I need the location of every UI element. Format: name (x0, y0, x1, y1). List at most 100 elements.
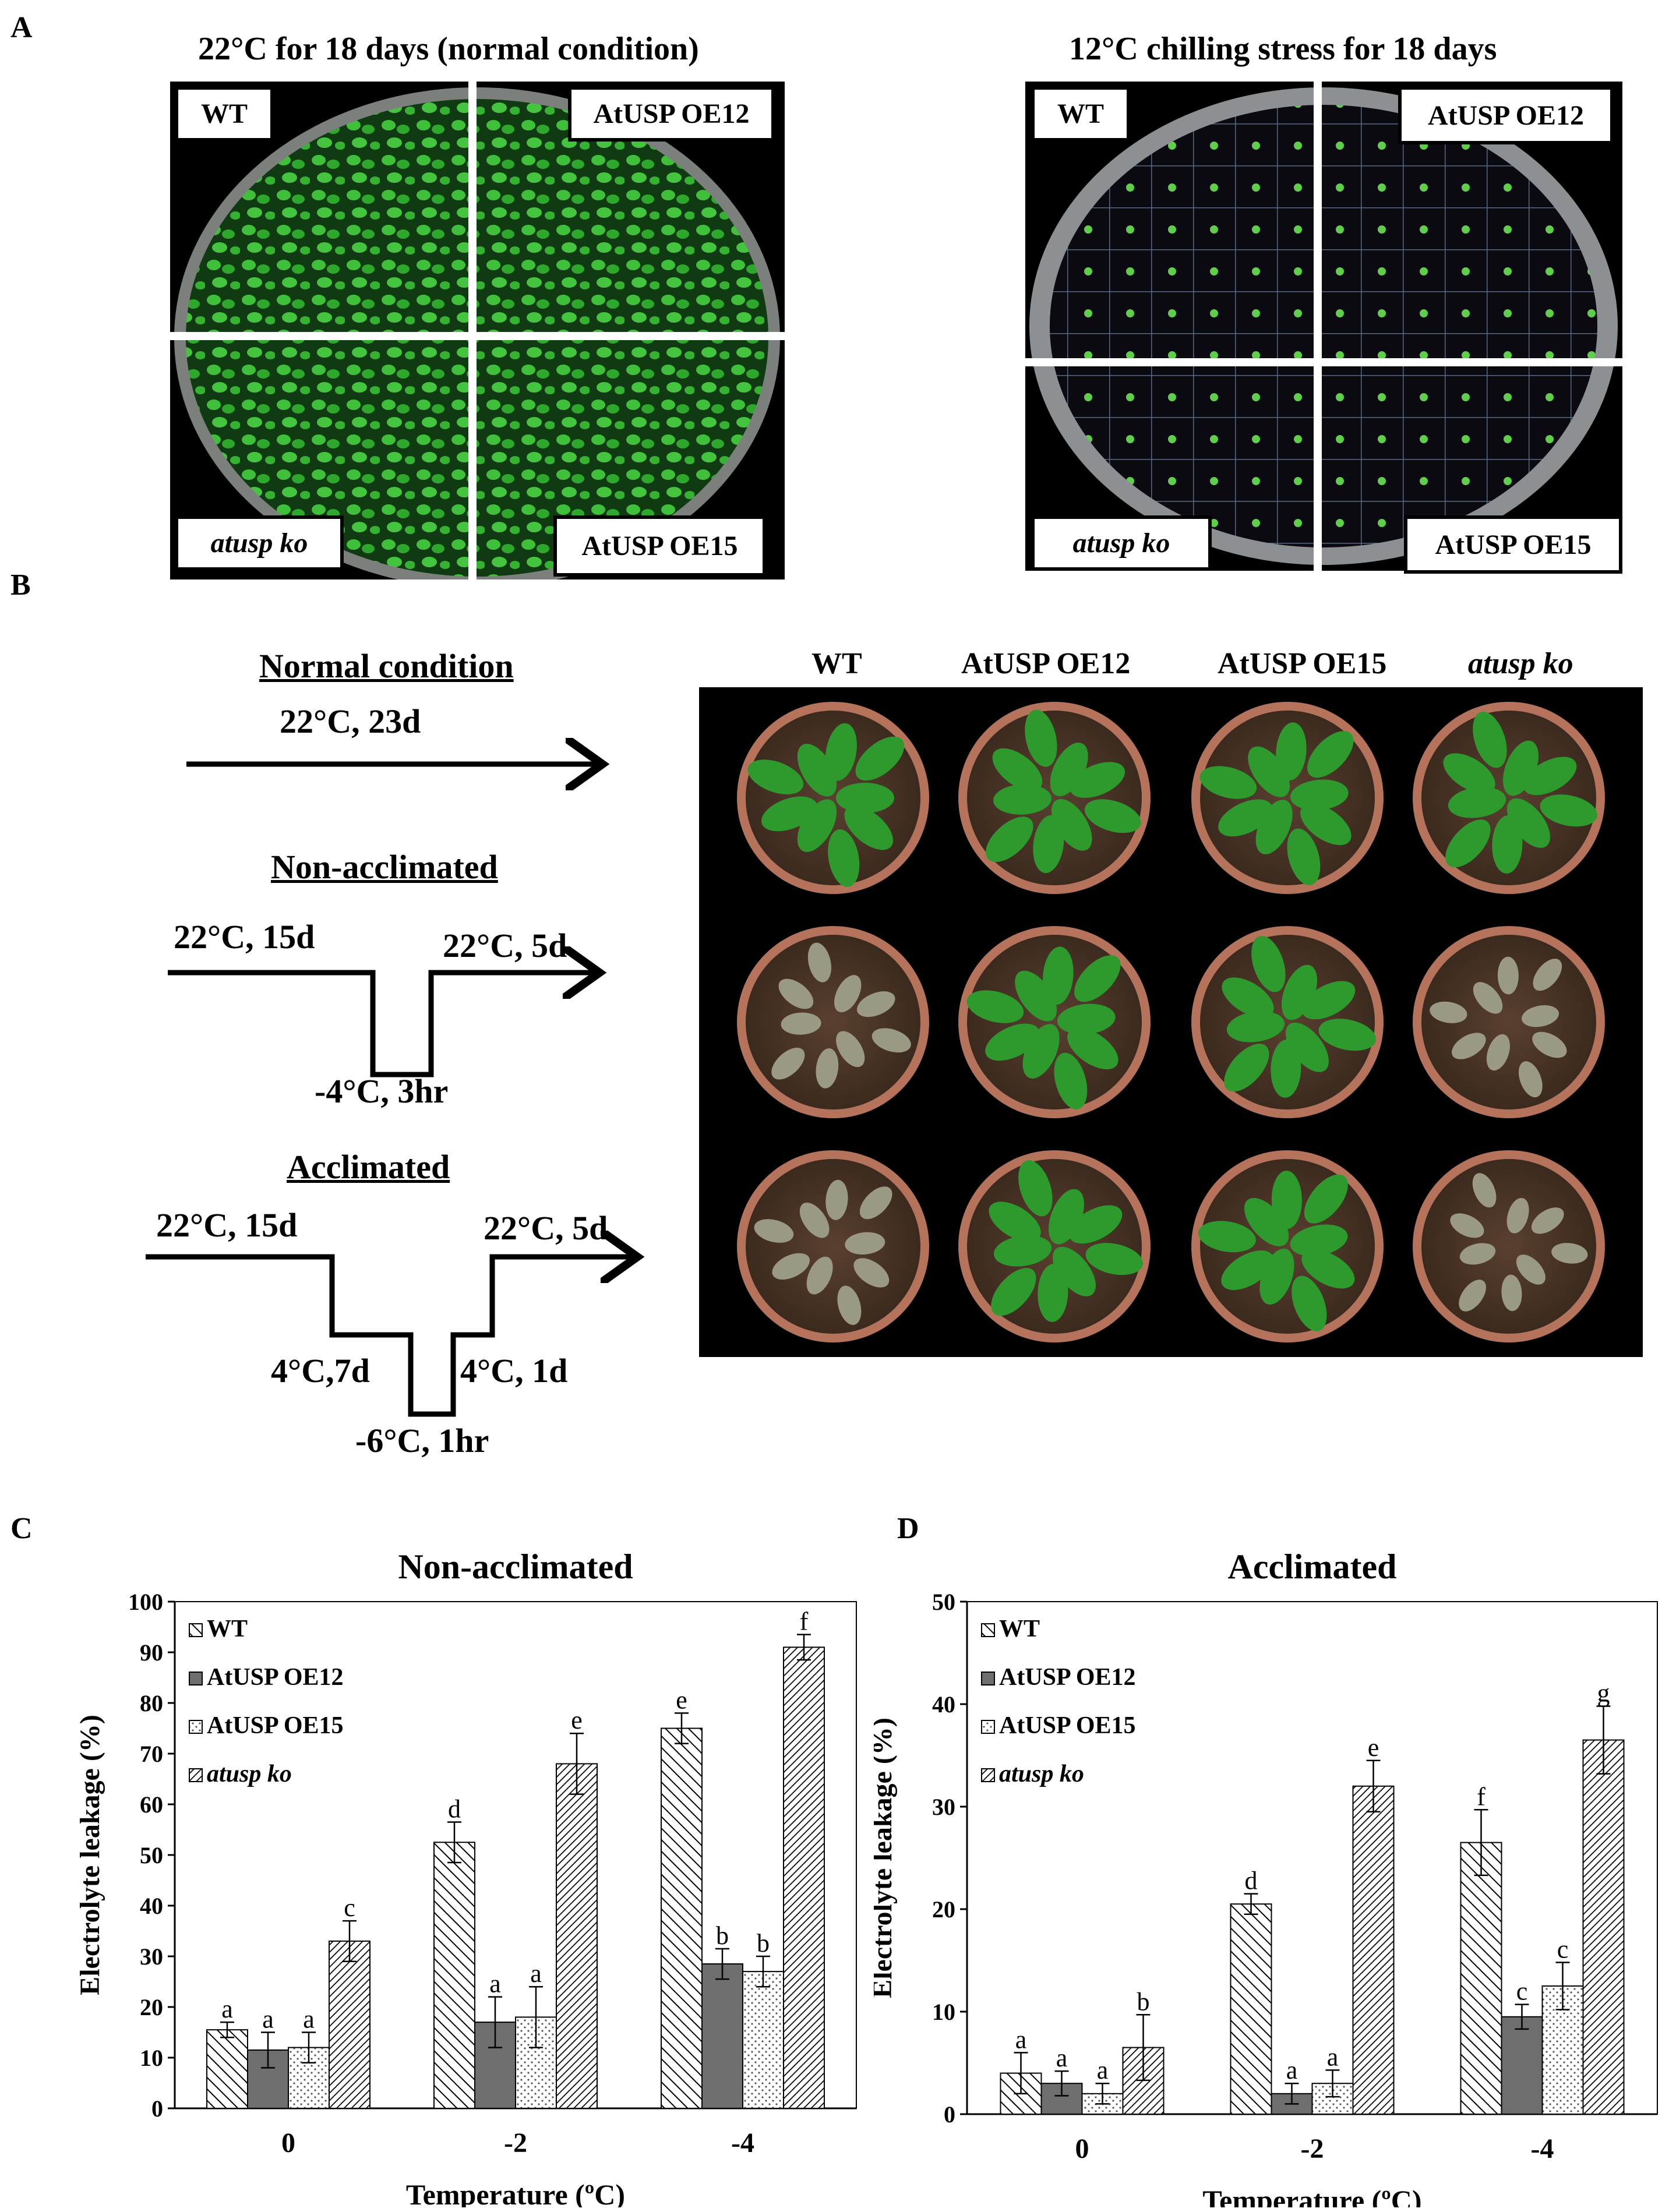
label-oe12-normal: AtUSP OE12 (568, 86, 775, 142)
bar (783, 1646, 825, 2109)
acc-start: 22°C, 15d (156, 1206, 298, 1244)
chart-d: Acclimated 0 10 20 30 40 50 Electrolyte leakage… (874, 1547, 1658, 2207)
bar (556, 1763, 598, 2109)
panel-letter-d: D (897, 1512, 919, 1545)
acc-mid2: 4°C, 1d (460, 1352, 568, 1390)
significance-letter: d (448, 1794, 461, 1823)
y-tick-label: 80 (140, 1690, 163, 1716)
y-tick-label: 30 (140, 1944, 163, 1970)
pot (1191, 1150, 1384, 1342)
y-tick-label: 60 (140, 1791, 163, 1818)
bar (661, 1727, 703, 2109)
nonacc-end: 22°C, 5d (443, 927, 567, 964)
label-oe12-chilling: AtUSP OE12 (1398, 86, 1614, 144)
x-axis-label: Temperature (ºC) (1202, 2184, 1421, 2207)
panel-letter-a: A (10, 11, 33, 44)
plate-photo-normal (170, 82, 785, 579)
y-tick-label: 90 (140, 1639, 163, 1666)
y-tick-label: 70 (140, 1741, 163, 1767)
pot (958, 702, 1151, 894)
significance-letter: c (1557, 1935, 1569, 1964)
y-axis-label: Electrolyte leakage (%) (874, 1718, 898, 1998)
x-axis-label: Temperature (ºC) (406, 2178, 625, 2207)
significance-letter: a (1327, 2043, 1339, 2071)
label-ko-normal: atusp ko (175, 515, 344, 571)
legend-swatch (981, 1672, 995, 1685)
timeline-diagram (146, 0, 699, 1417)
acc-mid1: 4°C,7d (271, 1352, 370, 1390)
significance-letter: a (1015, 2025, 1027, 2054)
label-wt-chilling: WT (1031, 86, 1130, 142)
y-tick-label: 50 (140, 1842, 163, 1868)
significance-letter: a (1286, 2056, 1298, 2084)
pot (1191, 926, 1384, 1118)
pot (737, 1150, 929, 1342)
significance-letter: e (571, 1706, 583, 1734)
label-oe15-chilling: AtUSP OE15 (1404, 515, 1622, 574)
significance-letter: a (303, 2005, 315, 2034)
significance-letter: a (489, 1970, 501, 1998)
plate-normal-graphic (170, 82, 785, 579)
nonacc-arrow (168, 973, 594, 1077)
bar (1582, 1739, 1625, 2115)
significance-letter: a (262, 2005, 274, 2034)
col-title-wt: WT (811, 647, 862, 680)
legend-label: WT (207, 1616, 248, 1642)
significance-letter: e (676, 1685, 687, 1714)
significance-letter: g (1597, 1679, 1610, 1708)
acc-end: 22°C, 5d (484, 1209, 608, 1247)
legend-swatch (981, 1623, 995, 1637)
significance-letter: c (1516, 1977, 1528, 2006)
bar (701, 1963, 743, 2109)
significance-letter: c (344, 1893, 355, 1922)
legend-swatch (981, 1768, 995, 1782)
label-ko-chilling: atusp ko (1031, 515, 1212, 571)
chart-title: Non-acclimated (398, 1547, 633, 1586)
nonacc-start: 22°C, 15d (174, 918, 315, 956)
legend-swatch (189, 1720, 203, 1734)
pot (1191, 702, 1384, 894)
y-tick-label: 40 (140, 1893, 163, 1919)
plate-chilling-graphic (1025, 82, 1622, 571)
bar (1352, 1785, 1395, 2115)
y-tick-label: 10 (932, 1999, 955, 2025)
bar (1230, 1903, 1272, 2115)
nonacc-title: Non-acclimated (271, 848, 498, 886)
acc-title: Acclimated (287, 1148, 450, 1186)
col-title-oe15: AtUSP OE15 (1218, 647, 1387, 680)
y-tick-label: 0 (151, 2096, 163, 2122)
pot (1413, 1150, 1605, 1342)
pot (1413, 926, 1605, 1118)
legend-swatch (981, 1720, 995, 1734)
legend-label: AtUSP OE15 (207, 1712, 344, 1739)
y-tick-label: 20 (140, 1994, 163, 2020)
acc-low: -6°C, 1hr (355, 1422, 489, 1460)
significance-letter: a (1056, 2044, 1068, 2072)
legend-swatch (189, 1672, 203, 1685)
chart-title: Acclimated (1228, 1547, 1397, 1586)
plate-photo-chilling (1025, 82, 1622, 571)
y-tick-label: 50 (932, 1589, 955, 1615)
y-tick-label: 10 (140, 2045, 163, 2071)
pot (737, 926, 929, 1118)
y-tick-label: 100 (128, 1589, 163, 1615)
bar (1460, 1842, 1502, 2115)
legend-swatch (189, 1768, 203, 1782)
bar (433, 1842, 475, 2109)
col-title-ko: atusp ko (1468, 647, 1573, 680)
legend-label: AtUSP OE12 (999, 1664, 1136, 1691)
significance-letter: a (530, 1959, 542, 1988)
significance-letter: f (800, 1607, 809, 1636)
significance-letter: f (1477, 1782, 1485, 1811)
bar (329, 1940, 371, 2109)
x-tick-label: -4 (731, 2128, 754, 2158)
chart-c: Non-acclimated 0 10 20 30 40 50 60 70 80 90 100 Elec… (75, 1547, 857, 2207)
bar (742, 1971, 784, 2109)
x-tick-label: -4 (1531, 2133, 1554, 2164)
y-tick-label: 0 (944, 2101, 955, 2128)
significance-letter: e (1368, 1733, 1379, 1762)
normal-condition-title: Normal condition (259, 647, 514, 685)
legend-label: AtUSP OE12 (207, 1664, 344, 1691)
y-tick-label: 30 (932, 1794, 955, 1820)
significance-letter: a (221, 1995, 233, 2023)
